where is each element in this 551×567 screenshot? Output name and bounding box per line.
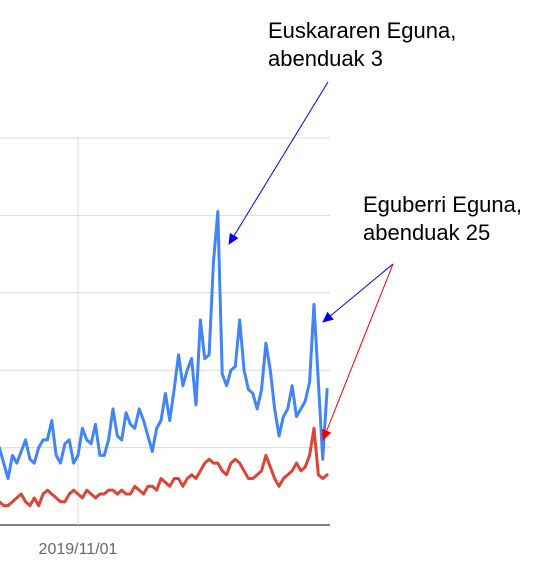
annotation-text: abenduak 3 — [268, 46, 383, 71]
series-line — [0, 210, 329, 481]
series-line — [0, 426, 329, 508]
x-tick-label: 2019/11/01 — [39, 541, 118, 558]
annotations: Euskararen Eguna, abenduak 3 Eguberri Egun… — [268, 18, 522, 245]
plot-lines — [0, 210, 329, 508]
annotation-text: abenduak 25 — [363, 220, 490, 245]
annotation-text: Eguberri Eguna, — [363, 192, 522, 217]
annotation-arrow — [322, 263, 394, 441]
annotation-arrow — [228, 81, 329, 245]
annotation-arrow — [322, 263, 394, 323]
grid: 2019/11/01 — [0, 137, 330, 558]
annotation-text: Euskararen Eguna, — [268, 18, 456, 43]
